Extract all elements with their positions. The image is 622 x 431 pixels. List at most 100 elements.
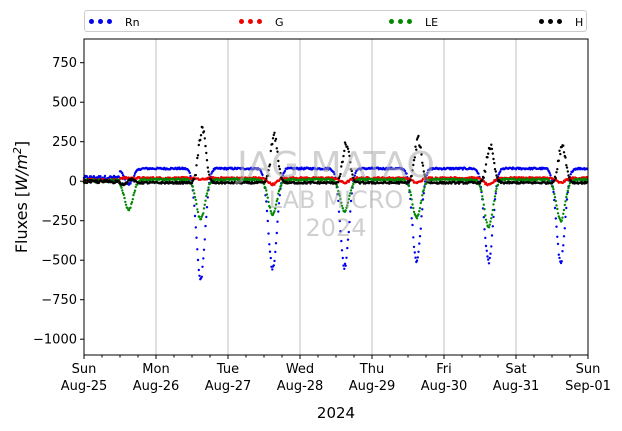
- x-tick-day: Tue: [216, 362, 239, 377]
- data-point-Rn: [353, 174, 356, 177]
- data-point-Rn: [419, 227, 422, 230]
- data-point-LE: [495, 187, 498, 190]
- data-point-G: [421, 179, 424, 183]
- data-point-LE: [120, 186, 123, 189]
- data-point-Rn: [272, 264, 275, 267]
- data-point-H: [414, 145, 417, 148]
- data-point-Rn: [414, 256, 417, 259]
- data-point-Rn: [557, 253, 560, 256]
- data-point-LE: [564, 200, 567, 203]
- data-point-LE: [276, 197, 279, 201]
- data-point-LE: [490, 217, 493, 220]
- vertical-gridlines: [155, 39, 517, 355]
- x-tick-date: Aug-27: [205, 379, 252, 394]
- data-point-LE: [423, 186, 426, 189]
- x-tick-date: Aug-28: [277, 379, 324, 394]
- data-point-LE: [202, 212, 205, 215]
- data-point-Rn: [268, 250, 272, 253]
- data-point-H: [265, 177, 268, 180]
- data-point-LE: [412, 210, 416, 214]
- data-point-Rn: [487, 258, 490, 261]
- data-point-LE: [336, 185, 339, 189]
- legend-entry-Rn: Rn: [89, 14, 140, 30]
- data-point-Rn: [412, 245, 416, 249]
- data-point-Rn: [197, 268, 200, 272]
- data-point-H: [555, 171, 558, 174]
- data-point-Rn: [347, 230, 350, 234]
- data-point-LE: [203, 203, 206, 206]
- data-point-Rn: [193, 204, 196, 207]
- data-point-LE: [437, 177, 440, 180]
- data-point-LE: [130, 201, 134, 204]
- data-point-Rn: [490, 245, 493, 248]
- data-point-H: [553, 179, 556, 182]
- data-point-H: [264, 180, 267, 183]
- data-point-LE: [206, 189, 209, 192]
- data-point-H: [493, 161, 496, 165]
- data-point-LE: [126, 206, 129, 210]
- x-axis-ticks: Sun Aug-25 Mon Aug-26 Tue Aug-27 Wed Aug-28 Thu A…: [61, 355, 611, 394]
- data-point-LE: [267, 200, 270, 204]
- data-point-LE: [269, 210, 272, 213]
- data-point-H: [209, 178, 212, 181]
- data-point-Rn: [204, 224, 207, 228]
- data-point-Rn: [344, 264, 347, 267]
- data-point-G: [273, 183, 276, 186]
- data-point-Rn: [556, 235, 559, 238]
- data-point-H: [415, 148, 418, 151]
- data-point-Rn: [418, 242, 421, 245]
- data-point-LE: [280, 184, 283, 187]
- data-point-H: [271, 142, 274, 146]
- data-point-Rn: [491, 225, 494, 228]
- y-tick-label: −500: [41, 254, 77, 269]
- data-point-LE: [337, 189, 340, 193]
- data-point-LE: [193, 192, 196, 195]
- data-point-LE: [123, 196, 126, 200]
- data-point-H: [409, 178, 412, 181]
- data-point-H: [556, 168, 559, 171]
- legend-label: Rn: [125, 15, 140, 29]
- data-point-Rn: [426, 171, 429, 174]
- data-point-H: [197, 143, 200, 147]
- data-point-Rn: [202, 257, 205, 260]
- data-point-Rn: [201, 265, 204, 268]
- data-point-LE: [351, 185, 354, 188]
- data-point-LE: [196, 208, 199, 211]
- data-point-LE: [346, 201, 350, 204]
- data-point-LE: [349, 192, 352, 195]
- data-point-H: [342, 154, 345, 158]
- data-point-H: [424, 177, 428, 181]
- y-tick-label: −250: [41, 214, 77, 229]
- data-point-LE: [420, 199, 423, 202]
- data-point-H: [496, 176, 499, 179]
- data-point-Rn: [552, 190, 555, 194]
- data-point-Rn: [121, 172, 124, 175]
- data-point-LE: [347, 198, 350, 201]
- data-point-Rn: [492, 215, 495, 219]
- data-point-Rn: [563, 227, 566, 230]
- data-point-Rn: [403, 169, 407, 173]
- data-point-LE: [551, 186, 554, 189]
- data-point-Rn: [273, 259, 276, 263]
- data-point-H: [558, 149, 561, 152]
- data-point-H: [340, 165, 343, 168]
- data-point-H: [85, 181, 89, 185]
- legend-marker: [239, 19, 267, 25]
- data-point-LE: [129, 206, 132, 209]
- data-point-H: [352, 176, 355, 179]
- x-tick-day: Fri: [436, 362, 452, 377]
- data-point-H: [453, 180, 456, 184]
- data-point-H: [351, 173, 354, 176]
- data-point-LE: [494, 190, 497, 193]
- data-point-LE: [207, 186, 210, 189]
- data-point-H: [267, 169, 270, 172]
- data-point-Rn: [420, 215, 423, 218]
- data-point-H: [343, 141, 347, 144]
- legend-label: H: [575, 15, 584, 29]
- data-point-Rn: [409, 206, 413, 209]
- data-point-H: [493, 168, 497, 171]
- data-point-LE: [205, 194, 208, 198]
- legend-label: LE: [425, 15, 439, 29]
- data-point-LE: [562, 208, 566, 212]
- data-point-Rn: [489, 252, 492, 255]
